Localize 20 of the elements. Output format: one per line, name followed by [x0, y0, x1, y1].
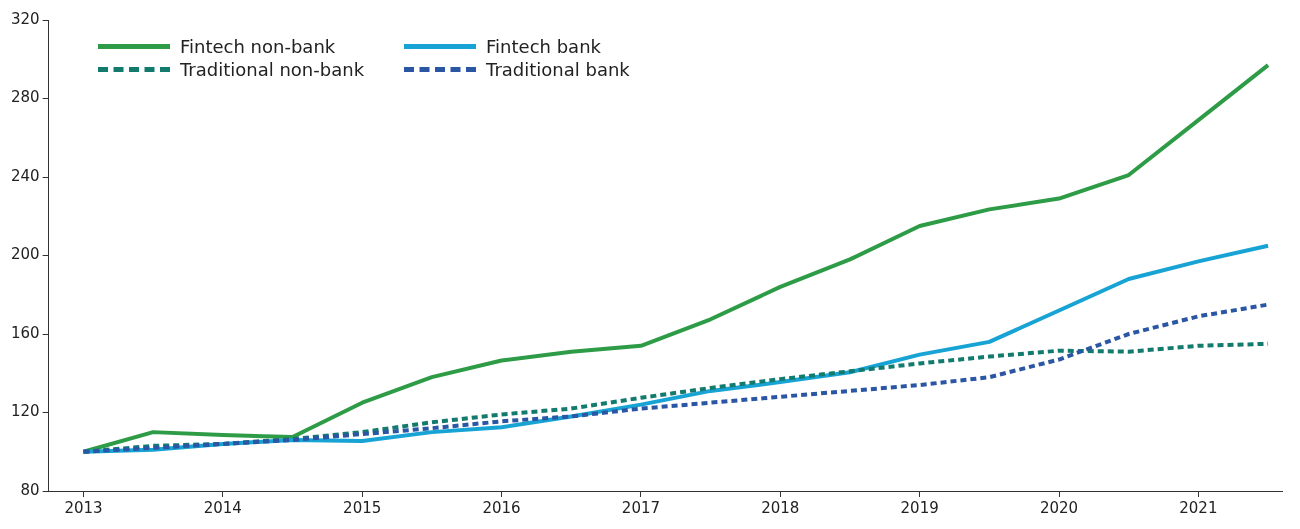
- y-tick-label: 80: [20, 480, 40, 499]
- x-tick-label: 2017: [621, 498, 661, 517]
- x-tick-label: 2020: [1039, 498, 1079, 517]
- x-tick-label: 2016: [482, 498, 521, 517]
- legend-label: Fintech non-bank: [180, 36, 336, 57]
- legend-label: Traditional non-bank: [180, 59, 365, 80]
- y-tick-label: 200: [10, 245, 40, 264]
- x-tick-label: 2014: [203, 498, 242, 517]
- y-tick-label: 160: [10, 323, 40, 342]
- y-tick-label: 240: [10, 166, 40, 185]
- x-tick-label: 2019: [900, 498, 939, 517]
- y-tick-label: 320: [10, 9, 40, 28]
- x-tick-label: 2013: [64, 498, 103, 517]
- y-tick-label: 280: [10, 88, 40, 107]
- x-tick-label: 2015: [343, 498, 382, 517]
- x-tick-label: 2021: [1179, 498, 1218, 517]
- legend-label: Fintech bank: [486, 36, 601, 57]
- x-tick-label: 2018: [761, 498, 800, 517]
- y-tick-label: 120: [10, 402, 40, 421]
- legend-label: Traditional bank: [486, 59, 630, 80]
